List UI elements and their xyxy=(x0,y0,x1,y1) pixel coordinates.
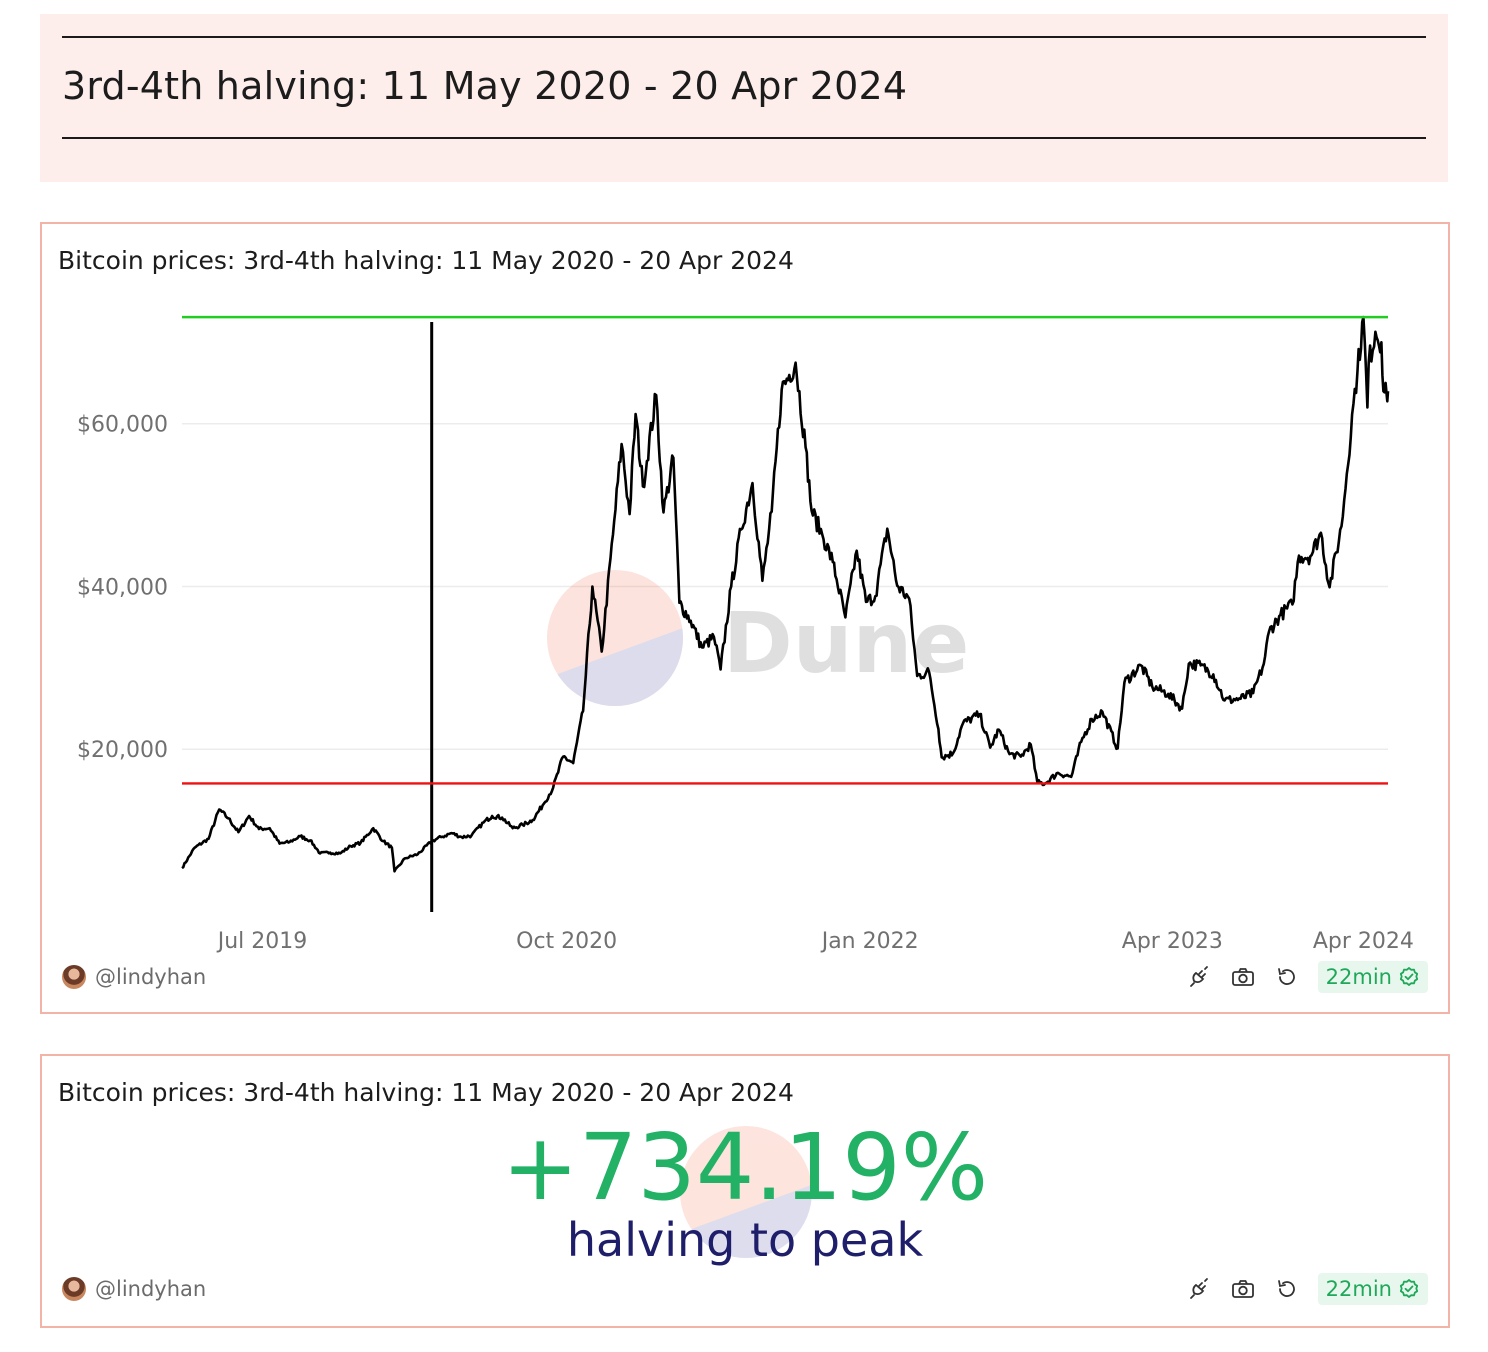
chart-footer: @lindyhan 22min xyxy=(62,960,1428,994)
price-chart-card: Bitcoin prices: 3rd-4th halving: 11 May … xyxy=(40,222,1450,1014)
author-name: @lindyhan xyxy=(95,1277,207,1301)
counter-footer: @lindyhan 22min xyxy=(62,1272,1428,1306)
x-tick-label: Apr 2023 xyxy=(1122,929,1223,954)
refresh-icon[interactable] xyxy=(1274,964,1300,990)
author-link[interactable]: @lindyhan xyxy=(62,1272,206,1306)
refresh-status-badge: 22min xyxy=(1317,961,1428,993)
x-tick-label: Apr 2024 xyxy=(1313,929,1414,954)
dune-logo-icon xyxy=(680,1126,812,1258)
author-name: @lindyhan xyxy=(95,965,207,989)
counter-card: Bitcoin prices: 3rd-4th halving: 11 May … xyxy=(40,1054,1450,1328)
section-title: 3rd-4th halving: 11 May 2020 - 20 Apr 20… xyxy=(62,64,908,108)
avatar xyxy=(62,1277,86,1301)
dune-logo-icon xyxy=(547,570,683,706)
x-tick-label: Jul 2019 xyxy=(216,929,308,954)
refresh-status-badge: 22min xyxy=(1317,1273,1428,1305)
header-bottom-rule xyxy=(62,137,1426,139)
chart-toolbar: 22min xyxy=(1186,960,1428,994)
y-tick-label: $40,000 xyxy=(77,575,168,600)
header-top-rule xyxy=(62,36,1426,38)
dune-watermark xyxy=(547,570,683,706)
section-header: 3rd-4th halving: 11 May 2020 - 20 Apr 20… xyxy=(40,14,1448,182)
counter-title: Bitcoin prices: 3rd-4th halving: 11 May … xyxy=(58,1078,794,1107)
verified-icon xyxy=(1399,1279,1419,1298)
dune-logo-wedge xyxy=(547,628,683,706)
x-tick-label: Jan 2022 xyxy=(820,929,919,954)
camera-icon[interactable] xyxy=(1230,964,1256,990)
refresh-time: 22min xyxy=(1325,1277,1392,1301)
x-tick-label: Oct 2020 xyxy=(516,929,617,954)
author-link[interactable]: @lindyhan xyxy=(62,960,206,994)
avatar xyxy=(62,965,86,989)
y-tick-label: $60,000 xyxy=(77,413,168,438)
refresh-icon[interactable] xyxy=(1274,1276,1300,1302)
price-series-line xyxy=(181,315,1390,873)
refresh-time: 22min xyxy=(1325,965,1392,989)
counter-toolbar: 22min xyxy=(1186,1272,1428,1306)
y-tick-label: $20,000 xyxy=(77,738,168,763)
camera-icon[interactable] xyxy=(1230,1276,1256,1302)
embed-icon[interactable] xyxy=(1186,1276,1212,1302)
chart-title: Bitcoin prices: 3rd-4th halving: 11 May … xyxy=(58,246,794,275)
embed-icon[interactable] xyxy=(1186,964,1212,990)
verified-icon xyxy=(1399,967,1419,986)
counter-value: +734.19% xyxy=(501,1114,989,1221)
counter-subtitle: halving to peak xyxy=(566,1213,924,1267)
